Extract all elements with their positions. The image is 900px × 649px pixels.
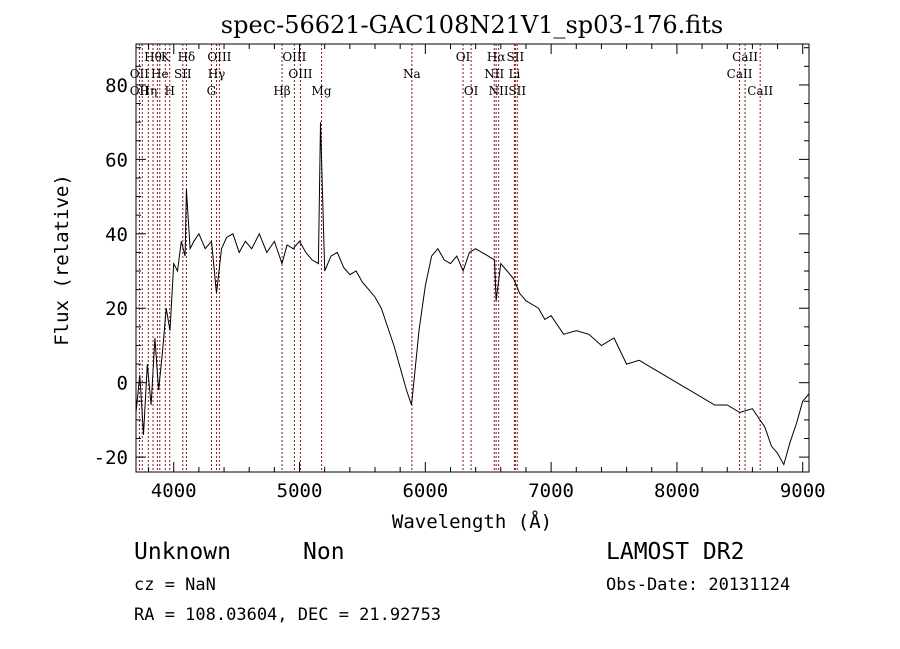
- spectral-line-label: OIII: [207, 50, 231, 64]
- spectral-line-label: CaII: [747, 84, 773, 98]
- spectral-line-label: SII: [508, 84, 526, 98]
- spectral-line-label: OI: [456, 50, 471, 64]
- object-class: Unknown: [134, 539, 231, 565]
- spectral-line-label: Hα: [487, 50, 506, 64]
- spectral-line-label: OII: [130, 84, 150, 98]
- y-tick-label: 80: [105, 75, 128, 97]
- flux-series-line: [135, 122, 810, 466]
- spectral-line-label: CaII: [727, 67, 753, 81]
- spectral-line-label: NII: [484, 67, 504, 81]
- y-tick-label: -20: [94, 447, 128, 469]
- spectral-line-label: SII: [507, 50, 525, 64]
- x-tick-label: 9000: [780, 480, 826, 502]
- axis-ticks: 4000 5000 6000 7000 8000 9000 -20 0 20 40 60 80: [94, 44, 826, 502]
- spectral-line-label: Hδ: [178, 50, 196, 64]
- x-tick-label: 6000: [402, 480, 448, 502]
- chart-title: spec-56621-GAC108N21V1_sp03-176.fits: [221, 11, 723, 39]
- spectral-line-label: OIII: [282, 50, 306, 64]
- spectral-line-label: Li: [508, 67, 520, 81]
- x-tick-label: 5000: [277, 480, 323, 502]
- spectral-line-label: NII: [489, 84, 509, 98]
- y-axis-label: Flux (relative): [51, 174, 73, 346]
- spectral-line-label: OIII: [288, 67, 312, 81]
- spectral-line-label: OII: [130, 67, 150, 81]
- spectral-line-label: Hβ: [273, 84, 290, 98]
- spectral-line-label: CaII: [732, 50, 758, 64]
- spectral-line-label: Hη: [139, 84, 157, 98]
- coordinates: RA = 108.03604, DEC = 21.92753: [134, 605, 441, 625]
- x-tick-label: 7000: [528, 480, 574, 502]
- x-axis-label: Wavelength (Å): [392, 510, 552, 533]
- spectral-line-label: Hθ: [144, 50, 162, 64]
- spectral-line-markers: [138, 44, 761, 472]
- y-tick-label: 40: [105, 224, 128, 246]
- plot-frame: [135, 43, 810, 473]
- spectral-line-label: Na: [403, 67, 421, 81]
- x-tick-label: 8000: [654, 480, 700, 502]
- obs-date: Obs-Date: 20131124: [606, 575, 790, 595]
- spectral-line-label: He: [151, 67, 169, 81]
- redshift-value: cz = NaN: [134, 575, 216, 595]
- spectral-line-label: Mg: [312, 84, 332, 98]
- survey-name: LAMOST DR2: [606, 539, 744, 565]
- spectral-line-label: SII: [174, 67, 192, 81]
- y-tick-label: 0: [117, 373, 128, 395]
- object-subclass: Non: [303, 539, 345, 565]
- spectral-line-label: K: [161, 50, 171, 64]
- x-tick-label: 4000: [151, 480, 197, 502]
- spectral-line-label: OI: [464, 84, 479, 98]
- y-tick-label: 60: [105, 149, 128, 171]
- spectral-line-label: H: [164, 84, 174, 98]
- spectral-line-label: G: [207, 84, 217, 98]
- spectral-line-label: Hγ: [208, 67, 226, 81]
- y-tick-label: 20: [105, 298, 128, 320]
